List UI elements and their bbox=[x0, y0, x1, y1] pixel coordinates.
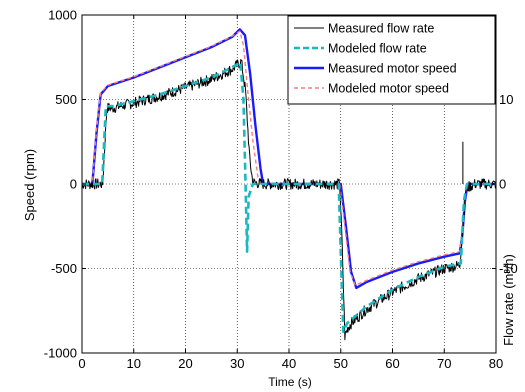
x-tick-label: 80 bbox=[489, 356, 503, 371]
y2-axis-label: Flow rate (m³/h) bbox=[501, 254, 516, 346]
y2-tick-label: 10 bbox=[499, 92, 513, 107]
x-tick-label: 50 bbox=[334, 356, 348, 371]
plot-area bbox=[82, 28, 496, 341]
y2-tick-label: 0 bbox=[499, 177, 506, 192]
y-tick-label: 0 bbox=[70, 177, 77, 192]
legend: Measured flow rate Modeled flow rate Measu… bbox=[287, 15, 496, 105]
axis-ticks: 0 10 20 30 40 50 60 70 80 -1000 -500 0 500 1000 -10 0 10 bbox=[44, 8, 518, 372]
x-tick-label: 40 bbox=[282, 356, 296, 371]
y-tick-label: -1000 bbox=[44, 346, 77, 361]
legend-label-2: Modeled flow rate bbox=[328, 42, 427, 56]
x-tick-label: 20 bbox=[178, 356, 192, 371]
legend-label-1: Measured flow rate bbox=[328, 22, 434, 36]
y2-tick-label: -10 bbox=[499, 261, 518, 276]
y-tick-label: 1000 bbox=[48, 8, 77, 23]
x-tick-label: 30 bbox=[230, 356, 244, 371]
x-axis-label: Time (s) bbox=[268, 375, 312, 389]
legend-label-4: Modeled motor speed bbox=[328, 82, 449, 96]
x-tick-label: 70 bbox=[437, 356, 451, 371]
x-tick-label: 10 bbox=[127, 356, 141, 371]
series-line-1 bbox=[82, 58, 496, 341]
x-tick-label: 0 bbox=[78, 356, 85, 371]
y-tick-label: 500 bbox=[55, 92, 77, 107]
legend-label-3: Measured motor speed bbox=[328, 62, 457, 76]
legend-box bbox=[287, 15, 496, 105]
y-tick-label: -500 bbox=[51, 261, 77, 276]
x-tick-label: 60 bbox=[385, 356, 399, 371]
series-line-2 bbox=[82, 61, 496, 334]
y-axis-label: Speed (rpm) bbox=[22, 149, 37, 221]
